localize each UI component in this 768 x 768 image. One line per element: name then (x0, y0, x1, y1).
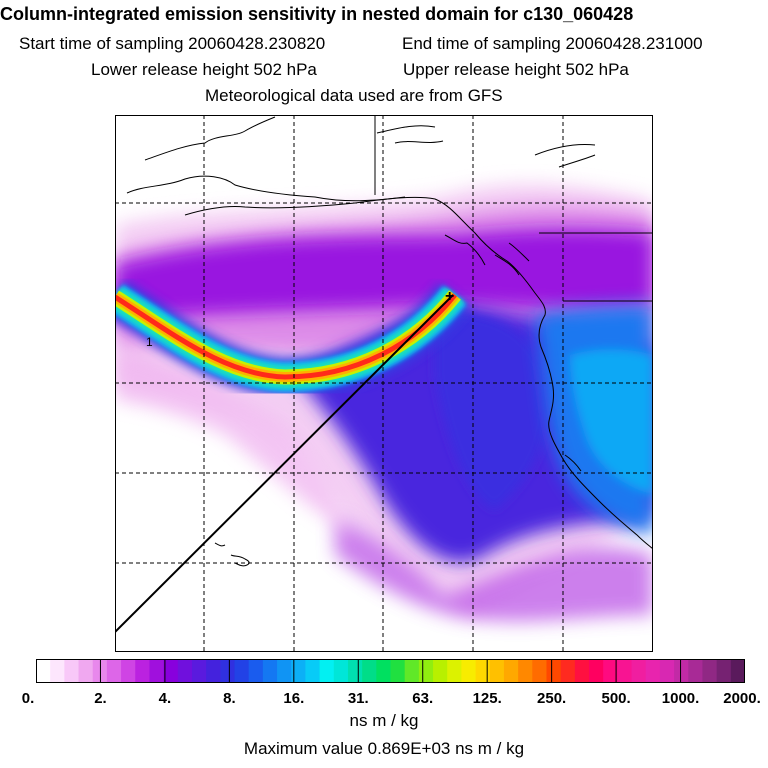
colorbar-cell (277, 659, 292, 683)
upper-release-height-label: Upper release height 502 hPa (403, 60, 629, 79)
colorbar-cell (191, 659, 207, 683)
colorbar-tick-label: 8. (223, 690, 236, 707)
colorbar-tick-label: 31. (347, 690, 369, 707)
colorbar-cell (106, 659, 122, 683)
colorbar-cell (688, 659, 703, 683)
colorbar-cell (305, 659, 321, 683)
colorbar-tick-label: 2. (94, 690, 107, 707)
colorbar-cell (433, 659, 448, 683)
colorbar-tick-label: 250. (537, 690, 567, 707)
colorbar-cell (78, 659, 94, 683)
graticule (115, 115, 653, 652)
colorbar-cell (447, 659, 462, 683)
colorbar-cell (489, 659, 505, 683)
plume-label: 1 (146, 335, 153, 349)
colorbar-cell (347, 659, 363, 683)
colorbar-cell (390, 659, 406, 683)
colorbar-cell (333, 659, 349, 683)
colorbar-cell (262, 659, 278, 683)
colorbar-cell (645, 659, 661, 683)
colorbar-cell (475, 659, 491, 683)
colorbar-cell (149, 659, 165, 683)
colorbar-units: ns m / kg (349, 711, 419, 730)
colorbar-cell (220, 659, 236, 683)
colorbar-cell (135, 659, 150, 683)
colorbar-cell (234, 659, 250, 683)
colorbar-cell (177, 659, 193, 683)
colorbar-frame (36, 659, 745, 683)
colorbar-cell (319, 659, 335, 683)
colorbar-cell (50, 659, 65, 683)
end-time-label: End time of sampling 20060428.231000 (402, 34, 703, 53)
colorbar-cell (674, 659, 689, 683)
colorbar-cell (418, 659, 434, 683)
met-data-label: Meteorological data used are from GFS (205, 86, 503, 105)
colorbar (36, 659, 745, 683)
colorbar-cell (206, 659, 221, 683)
map-title: Column-integrated emission sensitivity i… (0, 4, 634, 24)
colorbar-cell (560, 659, 576, 683)
colorbar-tick-label: 1000. (661, 690, 700, 707)
lower-release-height-label: Lower release height 502 hPa (91, 60, 317, 79)
colorbar-cell (362, 659, 377, 683)
colorbar-tick-label: 125. (472, 690, 502, 707)
colorbar-cell (631, 659, 647, 683)
colorbar-cell (659, 659, 675, 683)
colorbar-cell (730, 659, 745, 683)
colorbar-tick-label: 4. (158, 690, 172, 707)
colorbar-cell (532, 659, 547, 683)
colorbar-cell (36, 659, 51, 683)
colorbar-cell (461, 659, 477, 683)
colorbar-tick-label: 2000. (723, 690, 761, 707)
map-frame (115, 115, 653, 652)
colorbar-cell (702, 659, 718, 683)
release-point-marker: + (445, 288, 454, 305)
colorbar-cell (376, 659, 391, 683)
colorbar-cell (64, 659, 80, 683)
colorbar-cell (603, 659, 618, 683)
colorbar-cell (617, 659, 633, 683)
colorbar-tick-label: 500. (601, 690, 631, 707)
colorbar-tick-label: 63. (412, 690, 434, 707)
colorbar-cell (716, 659, 732, 683)
colorbar-tick-label: 16. (283, 690, 305, 707)
start-time-label: Start time of sampling 20060428.230820 (19, 34, 326, 53)
colorbar-cell (518, 659, 533, 683)
colorbar-cell (574, 659, 590, 683)
colorbar-cell (248, 659, 264, 683)
sensitivity-field (115, 183, 653, 622)
colorbar-cell (163, 659, 179, 683)
colorbar-cell (121, 659, 136, 683)
colorbar-cell (404, 659, 420, 683)
colorbar-cell (291, 659, 306, 683)
colorbar-tick-label: 0. (21, 690, 35, 707)
colorbar-cell (546, 659, 562, 683)
colorbar-cell (503, 659, 519, 683)
colorbar-cell (589, 659, 604, 683)
flight-track-line (115, 294, 454, 633)
maximum-value-label: Maximum value 0.869E+03 ns m / kg (243, 739, 525, 758)
sensitivity-map: 1 + (115, 115, 653, 652)
